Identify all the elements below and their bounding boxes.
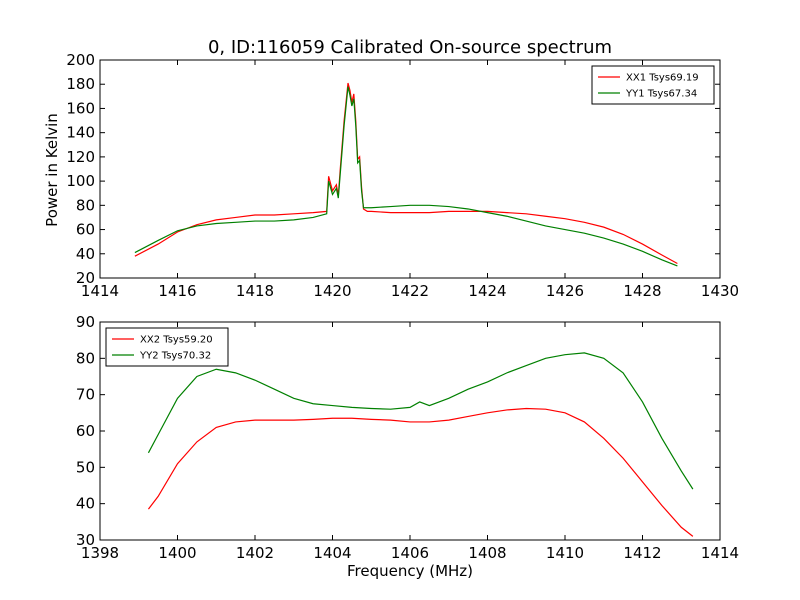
y-tick-label-0-8: 180	[66, 75, 95, 93]
legend-0	[591, 65, 715, 105]
x-tick-label-1-2: 1402	[236, 544, 274, 562]
x-tick-label-0-4: 1422	[391, 282, 429, 300]
x-tick-label-0-7: 1428	[623, 282, 661, 300]
x-tick-label-1-5: 1408	[468, 544, 506, 562]
x-tick-label-1-3: 1404	[313, 544, 351, 562]
x-tick-label-1-4: 1406	[391, 544, 429, 562]
y-tick-label-0-0: 20	[76, 269, 95, 287]
x-tick-label-1-7: 1412	[623, 544, 661, 562]
x-tick-label-0-0: 1414	[81, 282, 119, 300]
y-tick-label-1-3: 60	[76, 422, 95, 440]
x-tick-label-0-5: 1424	[468, 282, 506, 300]
series-line-1-1	[147, 352, 694, 490]
series-line-1-0	[147, 407, 694, 537]
y-tick-label-0-5: 120	[66, 148, 95, 166]
legend-label-0-1: YY1 Tsys67.34	[625, 89, 697, 100]
y-tick-label-0-1: 40	[76, 245, 95, 263]
x-tick-label-0-1: 1416	[158, 282, 196, 300]
y-tick-label-1-4: 70	[76, 386, 95, 404]
x-axis-label: Frequency (MHz)	[347, 562, 473, 580]
y-tick-label-0-2: 60	[76, 221, 95, 239]
y-tick-label-0-3: 80	[76, 196, 95, 214]
x-tick-label-0-6: 1426	[546, 282, 584, 300]
x-tick-label-1-1: 1400	[158, 544, 196, 562]
y-tick-label-0-4: 100	[66, 172, 95, 190]
y-tick-label-1-5: 80	[76, 349, 95, 367]
chart-title: 0, ID:116059 Calibrated On-source spectr…	[208, 37, 612, 58]
y-tick-label-1-1: 40	[76, 495, 95, 513]
y-tick-label-1-6: 90	[76, 313, 95, 331]
y-tick-label-1-2: 50	[76, 458, 95, 476]
legend-1	[105, 327, 229, 367]
x-tick-label-1-0: 1398	[81, 544, 119, 562]
legend-label-1-0: XX2 Tsys59.20	[140, 335, 213, 346]
y-tick-label-0-9: 200	[66, 51, 95, 69]
y-axis-label: Power in Kelvin	[43, 113, 61, 227]
y-tick-label-0-6: 140	[66, 124, 95, 142]
y-tick-label-1-0: 30	[76, 531, 95, 549]
x-tick-label-1-8: 1414	[701, 544, 739, 562]
bottom-panel: 1398 1400 1402 1404 1406 1408 1410 1412 1414 30 40…	[76, 313, 739, 562]
x-tick-label-0-2: 1418	[236, 282, 274, 300]
x-tick-label-0-3: 1420	[313, 282, 351, 300]
top-panel: 1414 1416 1418 1420 1422 1424 1426 1428 1430 20 40…	[66, 51, 739, 300]
x-tick-label-1-6: 1410	[546, 544, 584, 562]
legend-label-0-0: XX1 Tsys69.19	[626, 73, 699, 84]
y-tick-label-0-7: 160	[66, 99, 95, 117]
series-line-0-1	[134, 86, 678, 267]
legend-label-1-1: YY2 Tsys70.32	[139, 351, 211, 362]
x-tick-label-0-8: 1430	[701, 282, 739, 300]
